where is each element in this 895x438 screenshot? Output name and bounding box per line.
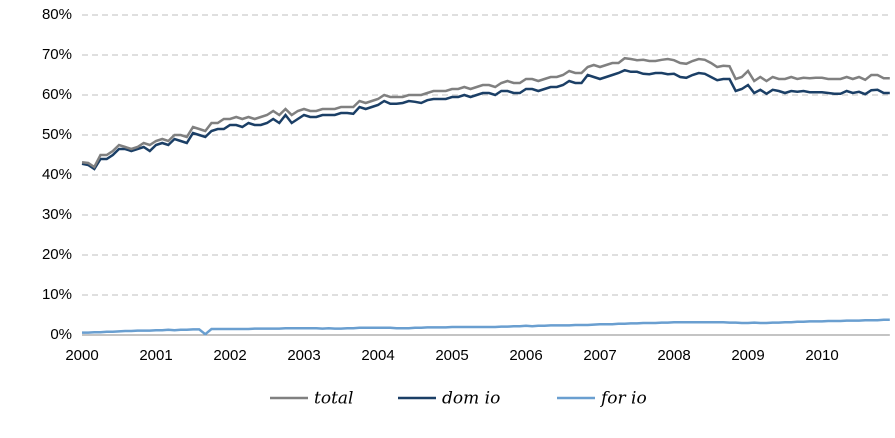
- legend-label: total: [314, 389, 353, 409]
- x-tick-label: 2008: [657, 347, 690, 364]
- y-tick-label: 10%: [42, 286, 72, 303]
- y-tick-label: 60%: [42, 86, 72, 103]
- y-tick-label: 20%: [42, 246, 72, 263]
- x-tick-label: 2002: [213, 347, 246, 364]
- x-tick-label: 2009: [731, 347, 764, 364]
- x-tick-label: 2007: [583, 347, 616, 364]
- x-tick-label: 2005: [435, 347, 468, 364]
- y-tick-label: 0%: [50, 326, 72, 343]
- series-line: [82, 318, 890, 336]
- legend-label: for io: [599, 389, 647, 409]
- x-tick-label: 2010: [805, 347, 838, 364]
- x-tick-label: 2004: [361, 347, 394, 364]
- x-tick-label: 2006: [509, 347, 542, 364]
- x-tick-label: 2003: [287, 347, 320, 364]
- y-tick-label: 40%: [42, 166, 72, 183]
- y-tick-label: 80%: [42, 6, 72, 23]
- series-line: [81, 56, 890, 169]
- x-tick-label: 2001: [139, 347, 172, 364]
- y-tick-label: 50%: [42, 126, 72, 143]
- y-tick-label: 70%: [42, 46, 72, 63]
- series-line: [81, 68, 890, 171]
- x-tick-label: 2000: [65, 347, 98, 364]
- legend-label: dom io: [442, 389, 500, 409]
- y-tick-label: 30%: [42, 206, 72, 223]
